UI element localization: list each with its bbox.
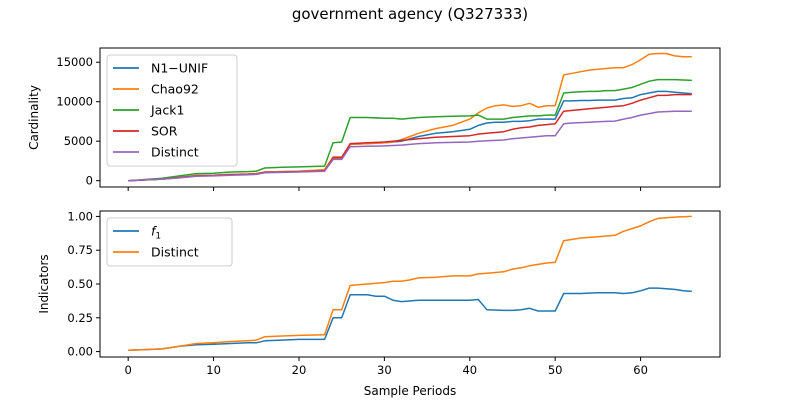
y-tick-label: 5000: [64, 134, 93, 148]
series-line-1: [128, 215, 692, 351]
legend-label: Chao92: [151, 82, 199, 97]
legend-label: N1−UNIF: [151, 61, 208, 76]
legend-label: SOR: [151, 124, 178, 139]
series-line-2: [128, 78, 692, 182]
y-tick-label: 1.00: [67, 209, 93, 223]
x-tick-label: 60: [633, 363, 648, 377]
x-tick-label: 10: [206, 363, 221, 377]
y-tick-label: 10000: [56, 95, 93, 109]
legend-label: Distinct: [151, 245, 199, 260]
x-tick-label: 30: [377, 363, 392, 377]
plot-frame: [99, 47, 721, 188]
y-axis-label: Cardinality: [27, 85, 41, 150]
legend-label: f1: [151, 224, 161, 242]
legend-label: Jack1: [150, 103, 184, 118]
y-tick-label: 0.25: [67, 311, 93, 325]
cardinality-panel: 0 5000 10000 15000 Cardinality N1−UNIF Chao92 J…: [27, 47, 721, 191]
chart-title: government agency (Q327333): [292, 5, 528, 23]
legend-box: [106, 217, 233, 267]
x-tick-label: 40: [462, 363, 477, 377]
legend: N1−UNIF Chao92 Jack1 SOR Distinct: [106, 54, 238, 167]
series-line-4: [128, 110, 692, 182]
legend-box: [106, 54, 238, 167]
plot-lines: [128, 52, 692, 182]
y-tick-label: 0.50: [67, 277, 93, 291]
x-tick-label: 0: [125, 363, 132, 377]
y-tick-label: 0.00: [67, 345, 93, 359]
y-tick-label: 0.75: [67, 243, 93, 257]
y-tick-label: 0: [86, 174, 93, 188]
indicators-panel: 0 10 20 30 40 50 60 0.00 0.25 0.50 0.75 1.00 Indicat…: [37, 209, 721, 377]
plot-lines: [128, 215, 692, 351]
x-tick-label: 20: [292, 363, 307, 377]
x-tick-label: 50: [548, 363, 563, 377]
y-tick-label: 15000: [56, 55, 93, 69]
legend: f1 Distinct: [106, 217, 233, 267]
y-axis-label: Indicators: [37, 254, 51, 313]
legend-label: Distinct: [151, 145, 199, 160]
series-line-0: [128, 287, 692, 351]
x-axis-label: Sample Periods: [364, 384, 456, 398]
